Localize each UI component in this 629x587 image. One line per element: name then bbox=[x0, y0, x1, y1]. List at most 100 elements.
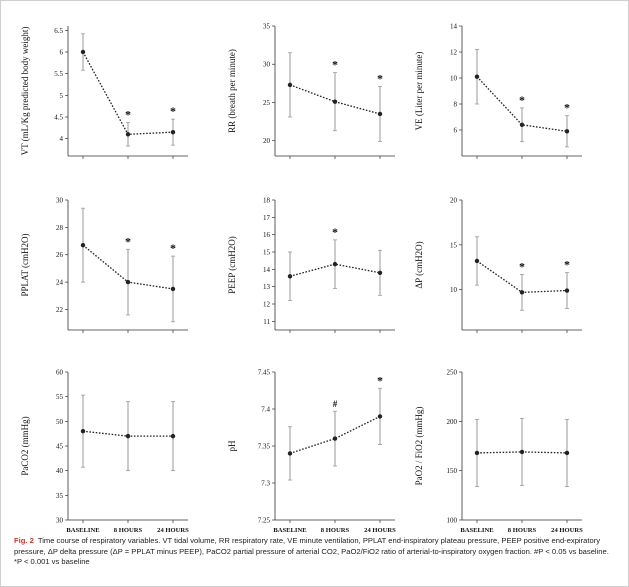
y-tick-label: 200 bbox=[447, 418, 458, 426]
y-axis-label: ΔP (cmH2O) bbox=[414, 241, 424, 288]
data-point bbox=[170, 433, 176, 439]
panel-1: 4 4.5 5 5.5 6 6.5 VT (mL/Kg predicted body wei… bbox=[20, 26, 188, 159]
y-tick-label: 30 bbox=[56, 197, 64, 205]
data-point bbox=[332, 99, 338, 104]
series-line bbox=[289, 263, 381, 277]
y-axis-label: VT (mL/Kg predicted body weight) bbox=[20, 27, 30, 156]
data-point bbox=[332, 436, 338, 441]
x-tick-label: BASELINE bbox=[460, 527, 494, 534]
y-tick-label: 40 bbox=[56, 467, 64, 475]
y-axis-label: RR (breath per minute) bbox=[227, 49, 237, 133]
data-point bbox=[170, 129, 176, 135]
y-tick-label: 55 bbox=[56, 393, 64, 401]
data-point bbox=[80, 242, 86, 248]
y-tick-label: 13 bbox=[263, 283, 271, 291]
data-point bbox=[170, 286, 176, 292]
y-tick-label: 17 bbox=[263, 214, 271, 222]
x-tick-label: 24 HOURS bbox=[551, 527, 583, 534]
data-point bbox=[564, 129, 570, 134]
data-point bbox=[377, 414, 383, 419]
data-point bbox=[80, 49, 86, 55]
y-tick-label: 22 bbox=[56, 306, 64, 314]
data-point bbox=[474, 258, 480, 264]
x-tick-label: 24 HOURS bbox=[157, 527, 189, 534]
y-tick-label: 20 bbox=[263, 137, 271, 145]
y-tick-label: 25 bbox=[263, 99, 271, 107]
caption-label: Fig. 2 bbox=[14, 536, 34, 545]
data-point bbox=[287, 82, 293, 88]
panel-7: 30 35 40 45 50 55 60 BASELINE 8 HOURS 24 HOURS PaC… bbox=[20, 369, 189, 535]
y-tick-label: 30 bbox=[56, 517, 64, 525]
data-point bbox=[125, 132, 131, 137]
y-tick-label: 45 bbox=[56, 443, 64, 451]
significance-marker: * bbox=[377, 373, 383, 387]
significance-marker: * bbox=[519, 93, 525, 107]
panel-6: 10 15 20 ΔP (cmH2O) * * bbox=[414, 197, 582, 333]
y-tick-label: 11 bbox=[263, 318, 270, 326]
x-tick-label: 8 HOURS bbox=[321, 527, 350, 534]
series-line bbox=[476, 76, 568, 132]
y-tick-label: 6.5 bbox=[54, 27, 63, 35]
y-tick-label: 4 bbox=[60, 135, 64, 143]
panel-9: 100 150 200 250 BASELINE 8 HOURS 24 HOURS PaO2 … bbox=[414, 369, 583, 535]
caption-text: Time course of respiratory variables. VT… bbox=[14, 536, 609, 566]
y-tick-label: 26 bbox=[56, 251, 64, 259]
y-tick-label: 8 bbox=[454, 101, 458, 109]
data-point bbox=[287, 451, 293, 456]
y-axis-label: PEEP (cmH2O) bbox=[227, 236, 237, 293]
y-tick-label: 6 bbox=[60, 49, 64, 57]
panel-5: 11 12 13 14 15 16 17 18 PEEP (cmH2O) * bbox=[227, 197, 395, 333]
data-point bbox=[519, 122, 525, 128]
y-tick-label: 5 bbox=[60, 92, 64, 100]
figure-caption: Fig. 2 Time course of respiratory variabl… bbox=[14, 536, 616, 568]
y-tick-label: 35 bbox=[263, 23, 271, 31]
data-point bbox=[474, 74, 480, 79]
y-tick-label: 250 bbox=[447, 369, 458, 377]
significance-marker: * bbox=[170, 241, 176, 255]
data-point bbox=[80, 429, 86, 434]
y-axis-label: PaO2 / FiO2 (mmHg) bbox=[414, 407, 424, 486]
data-point bbox=[564, 288, 570, 293]
data-point bbox=[377, 270, 383, 275]
x-tick-label: 8 HOURS bbox=[508, 527, 537, 534]
y-tick-label: 20 bbox=[450, 197, 458, 205]
y-axis-label: PaCO2 (mmHg) bbox=[20, 416, 30, 475]
chart-panels: 4 4.5 5 5.5 6 6.5 VT (mL/Kg predicted body wei… bbox=[20, 23, 583, 535]
significance-marker: * bbox=[125, 108, 131, 122]
y-axis-label: VE (Liter per minute) bbox=[414, 52, 424, 131]
significance-marker: * bbox=[377, 71, 383, 85]
data-point bbox=[519, 290, 525, 295]
significance-marker: * bbox=[170, 104, 176, 118]
y-tick-label: 60 bbox=[56, 369, 64, 377]
x-tick-label: BASELINE bbox=[66, 527, 100, 534]
panel-4: 22 24 26 28 30 PPLAT (cmH2O) * * bbox=[20, 197, 188, 333]
significance-marker: * bbox=[519, 259, 525, 273]
y-tick-label: 10 bbox=[450, 286, 458, 294]
y-axis-label: pH bbox=[227, 440, 237, 452]
y-tick-label: 15 bbox=[450, 241, 458, 249]
significance-marker: * bbox=[564, 101, 570, 115]
data-point bbox=[125, 279, 131, 285]
y-tick-label: 14 bbox=[263, 266, 271, 274]
panel-8: 7.25 7.3 7.35 7.4 7.45 BASELINE 8 HOURS 24 HOUR… bbox=[227, 369, 396, 535]
y-tick-label: 7.4 bbox=[261, 406, 270, 414]
y-tick-label: 24 bbox=[56, 279, 64, 287]
x-tick-label: BASELINE bbox=[273, 527, 307, 534]
y-tick-label: 12 bbox=[450, 49, 458, 57]
y-tick-label: 7.35 bbox=[258, 443, 271, 451]
y-tick-label: 12 bbox=[263, 301, 271, 309]
y-tick-label: 100 bbox=[447, 517, 458, 525]
y-tick-label: 10 bbox=[450, 75, 458, 83]
y-tick-label: 30 bbox=[263, 61, 271, 69]
y-tick-label: 15 bbox=[263, 249, 271, 257]
y-tick-label: 50 bbox=[56, 418, 64, 426]
panel-3: 6 8 10 12 14 VE (Liter per minute) * * bbox=[414, 23, 582, 159]
y-tick-label: 7.25 bbox=[258, 517, 271, 525]
significance-marker: * bbox=[332, 225, 338, 239]
significance-marker: # bbox=[333, 399, 338, 409]
data-point bbox=[564, 450, 570, 456]
y-tick-label: 4.5 bbox=[54, 114, 63, 122]
y-tick-label: 14 bbox=[450, 23, 458, 31]
y-tick-label: 150 bbox=[447, 467, 458, 475]
